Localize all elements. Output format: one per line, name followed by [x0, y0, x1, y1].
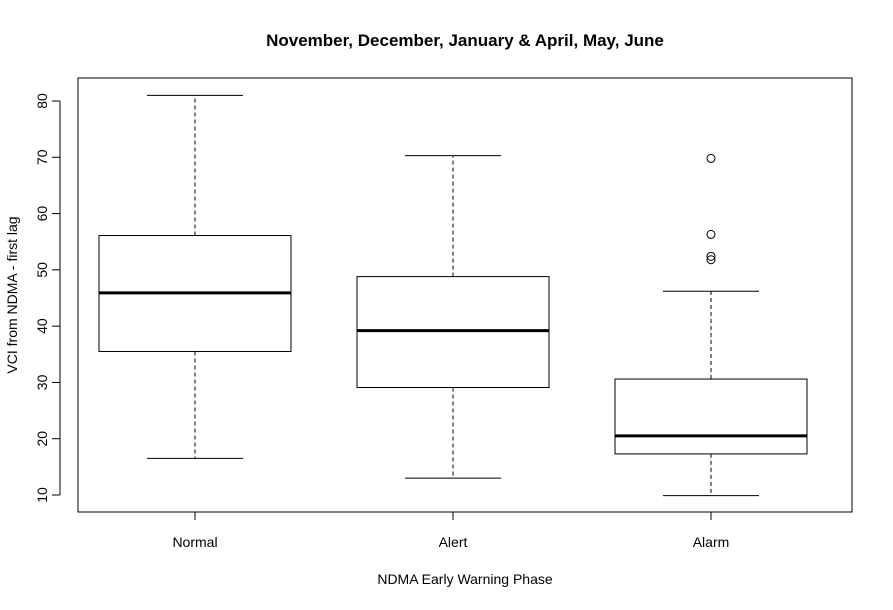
outlier-point [706, 229, 716, 239]
x-tick-label: Normal [172, 534, 217, 550]
y-tick-label: 20 [34, 431, 50, 447]
x-axis: Normal Alert Alarm [172, 511, 730, 550]
y-tick-label: 80 [34, 93, 50, 109]
y-tick-label: 60 [34, 206, 50, 222]
y-tick-label: 70 [34, 149, 50, 165]
outlier-point [706, 153, 716, 163]
box-alert [356, 155, 550, 479]
y-axis: 10 20 30 40 50 60 70 80 [34, 93, 61, 503]
boxes [98, 94, 808, 497]
iqr-box [614, 378, 808, 455]
x-axis-label: NDMA Early Warning Phase [377, 571, 553, 587]
y-tick-label: 30 [34, 374, 50, 390]
box-alarm [614, 153, 808, 497]
x-tick-label: Alert [439, 534, 468, 550]
y-axis-label: VCI from NDMA - first lag [4, 216, 20, 373]
y-tick-label: 50 [34, 262, 50, 278]
chart-title: November, December, January & April, May… [266, 31, 664, 50]
y-tick-label: 40 [34, 318, 50, 334]
box-normal [98, 94, 292, 459]
outlier-point [706, 255, 716, 265]
outlier-point [706, 251, 716, 261]
x-tick-label: Alarm [693, 534, 730, 550]
y-tick-label: 10 [34, 487, 50, 503]
